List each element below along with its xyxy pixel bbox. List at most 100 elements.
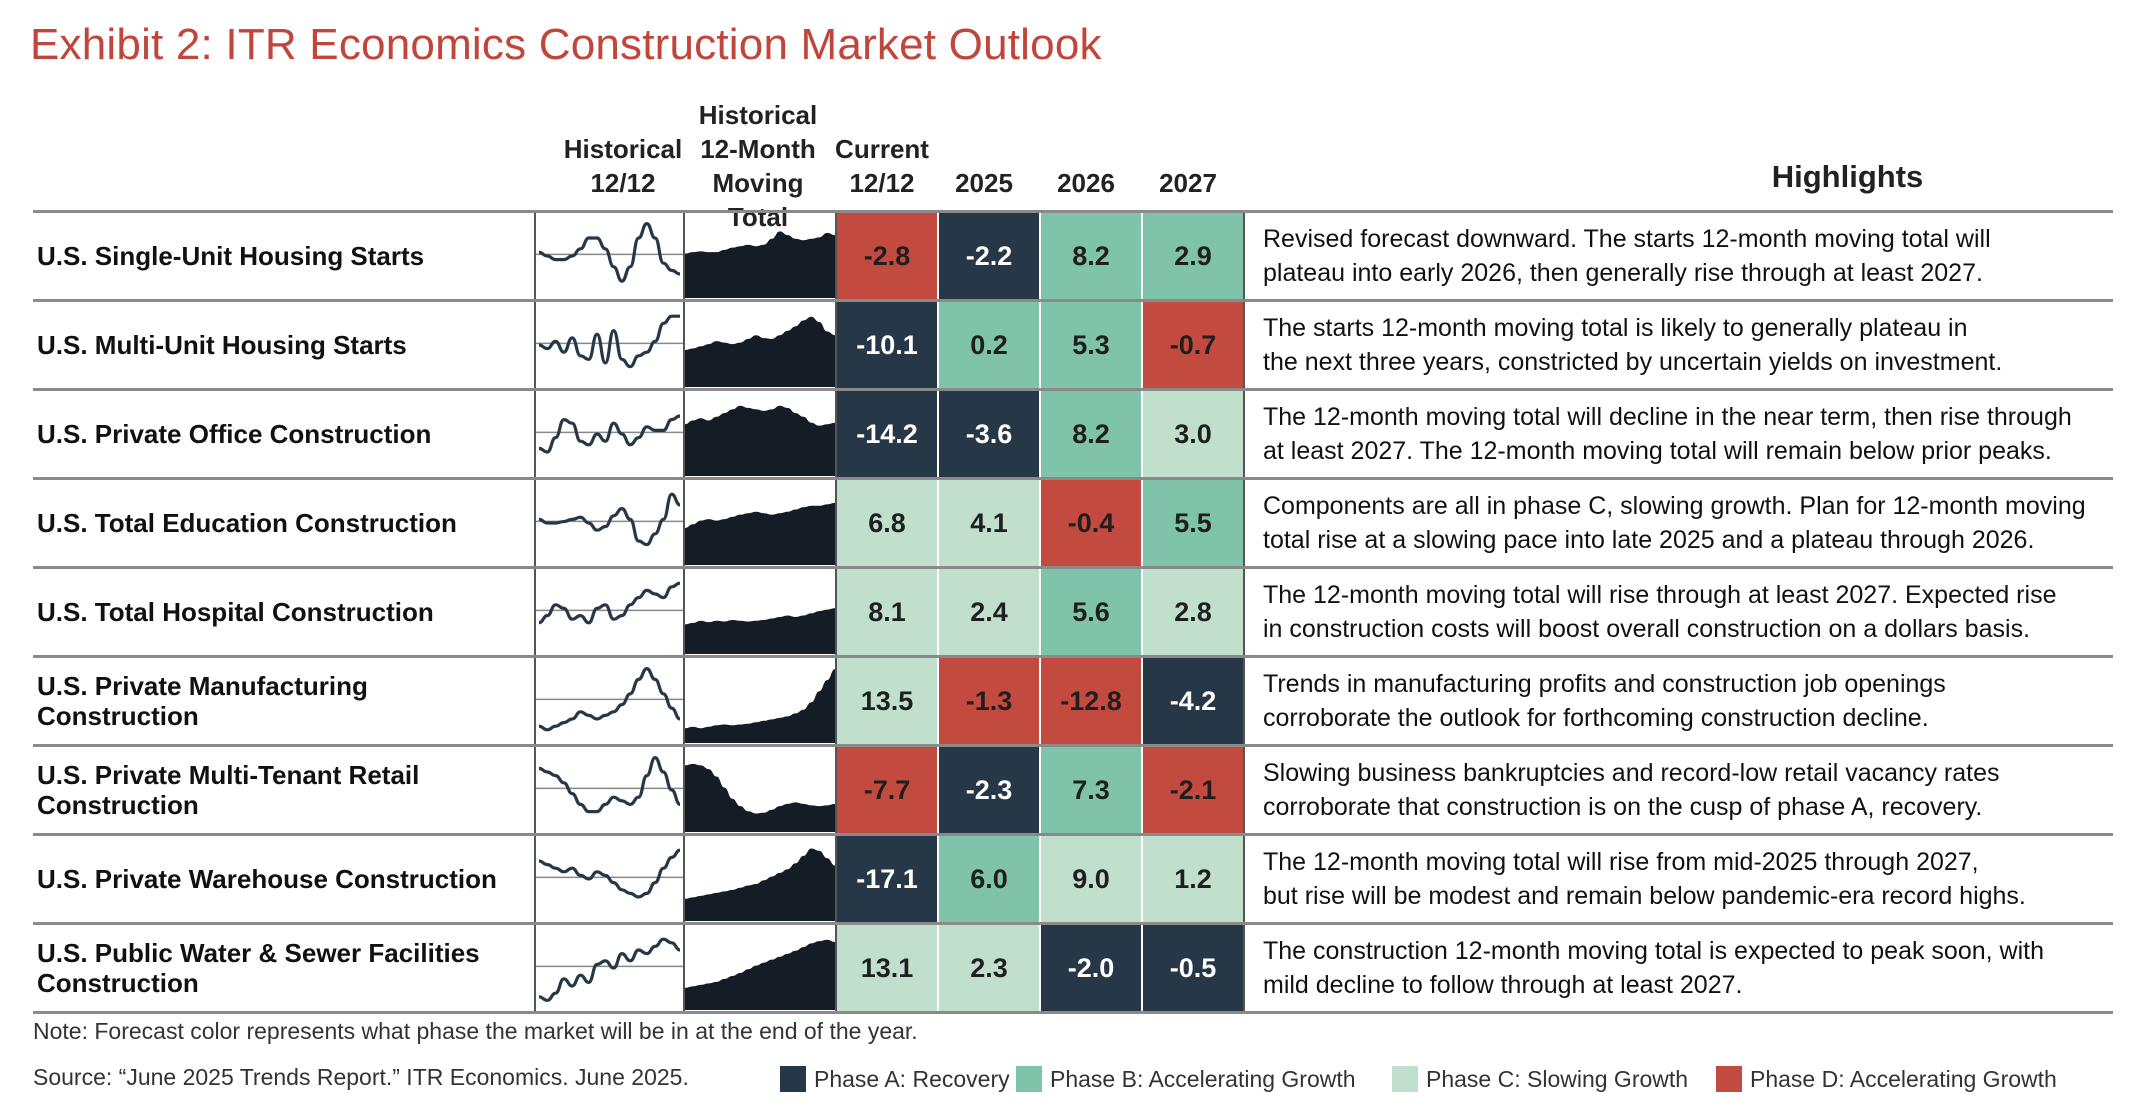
- moving-total-area: [685, 316, 835, 387]
- forecast-2027-cell: 2.9: [1141, 210, 1244, 302]
- legend-item: Phase D: Accelerating Growth: [1716, 1064, 2057, 1094]
- highlight-line: Components are all in phase C, slowing g…: [1263, 492, 2086, 520]
- historical-moving-total-chart: [683, 210, 836, 302]
- header-2027: 2027: [1159, 168, 1217, 198]
- market-label: U.S. Single-Unit Housing Starts: [33, 210, 535, 302]
- highlight-line: in construction costs will boost overall…: [1263, 615, 2031, 643]
- legend-swatch: [1716, 1066, 1742, 1092]
- current-value-cell: -17.1: [835, 834, 938, 925]
- historical-12-12-sparkline: [534, 300, 684, 391]
- legend-label: Phase B: Accelerating Growth: [1050, 1065, 1356, 1092]
- table-row: U.S. Private Manufacturing Construction 1…: [33, 656, 2113, 747]
- current-value-cell: 13.5: [835, 656, 938, 747]
- market-label: U.S. Public Water & Sewer Facilities Con…: [33, 923, 535, 1014]
- legend-item: Phase A: Recovery: [780, 1064, 1010, 1094]
- forecast-2027-cell: -0.5: [1141, 923, 1244, 1014]
- highlight-line: total rise at a slowing pace into late 2…: [1263, 526, 2035, 554]
- legend-swatch: [1392, 1066, 1418, 1092]
- forecast-2027-cell: -4.2: [1141, 656, 1244, 747]
- highlight-text: The 12-month moving total will rise from…: [1243, 834, 2113, 925]
- highlight-line: The 12-month moving total will rise from…: [1263, 848, 1979, 876]
- current-value-cell: -10.1: [835, 300, 938, 391]
- page-title: Exhibit 2: ITR Economics Construction Ma…: [30, 20, 1102, 69]
- highlight-line: The 12-month moving total will decline i…: [1263, 403, 2072, 431]
- sparkline-path: [538, 937, 681, 1003]
- current-value-cell: 13.1: [835, 923, 938, 1014]
- table-row: U.S. Private Office Construction -14.2 -3.…: [33, 389, 2113, 480]
- highlight-text: Components are all in phase C, slowing g…: [1243, 478, 2113, 569]
- highlight-text: Slowing business bankruptcies and record…: [1243, 745, 2113, 836]
- forecast-2025-cell: 4.1: [937, 478, 1040, 569]
- forecast-2026-cell: 8.2: [1039, 389, 1142, 480]
- historical-moving-total-chart: [683, 389, 836, 480]
- highlight-text: The 12-month moving total will rise thro…: [1243, 567, 2113, 658]
- sparkline-path: [538, 414, 681, 454]
- sparkline-path: [538, 492, 681, 547]
- forecast-2026-cell: 7.3: [1039, 745, 1142, 836]
- forecast-2026-cell: 5.6: [1039, 567, 1142, 658]
- table-row: U.S. Public Water & Sewer Facilities Con…: [33, 923, 2113, 1014]
- market-label: U.S. Private Manufacturing Construction: [33, 656, 535, 747]
- highlight-text: Revised forecast downward. The starts 12…: [1243, 210, 2113, 302]
- legend-item: Phase B: Accelerating Growth: [1016, 1064, 1356, 1094]
- highlight-line: at least 2027. The 12-month moving total…: [1263, 437, 2052, 465]
- table-row: U.S. Single-Unit Housing Starts -2.8 -2.2 8…: [33, 210, 2113, 302]
- legend-item: Phase C: Slowing Growth: [1392, 1064, 1688, 1094]
- sparkline-path: [538, 221, 681, 283]
- header-highlights: Highlights: [1771, 159, 1924, 194]
- header-current-12-12: Current 12/12: [835, 134, 929, 198]
- forecast-2027-cell: 1.2: [1141, 834, 1244, 925]
- current-value-cell: -14.2: [835, 389, 938, 480]
- outlook-table: U.S. Single-Unit Housing Starts -2.8 -2.2 8…: [33, 210, 2113, 1014]
- highlight-line: but rise will be modest and remain below…: [1263, 882, 2026, 910]
- highlight-line: Trends in manufacturing profits and cons…: [1263, 670, 1946, 698]
- table-row: U.S. Private Warehouse Construction -17.1…: [33, 834, 2113, 925]
- header-historical-12-12: Historical 12/12: [563, 134, 683, 198]
- forecast-2027-cell: -0.7: [1141, 300, 1244, 391]
- forecast-2025-cell: -2.3: [937, 745, 1040, 836]
- current-value-cell: -2.8: [835, 210, 938, 302]
- legend-label: Phase A: Recovery: [814, 1065, 1010, 1092]
- market-label: U.S. Private Warehouse Construction: [33, 834, 535, 925]
- sparkline-path: [538, 848, 681, 899]
- header-2026: 2026: [1057, 168, 1115, 198]
- historical-12-12-sparkline: [534, 656, 684, 747]
- current-value-cell: 6.8: [835, 478, 938, 569]
- table-row: U.S. Multi-Unit Housing Starts -10.1 0.2 5.…: [33, 300, 2113, 391]
- source-line: Source: “June 2025 Trends Report.” ITR E…: [33, 1064, 689, 1090]
- header-2025: 2025: [955, 168, 1013, 198]
- highlight-text: The 12-month moving total will decline i…: [1243, 389, 2113, 480]
- market-label: U.S. Total Hospital Construction: [33, 567, 535, 658]
- historical-moving-total-chart: [683, 478, 836, 569]
- moving-total-area: [685, 231, 835, 298]
- table-row: U.S. Total Hospital Construction 8.1 2.4 5.…: [33, 567, 2113, 658]
- market-label: U.S. Multi-Unit Housing Starts: [33, 300, 535, 391]
- current-value-cell: -7.7: [835, 745, 938, 836]
- historical-12-12-sparkline: [534, 210, 684, 302]
- forecast-2025-cell: 2.4: [937, 567, 1040, 658]
- forecast-2026-cell: 8.2: [1039, 210, 1142, 302]
- moving-total-area: [685, 763, 835, 832]
- moving-total-area: [685, 608, 835, 654]
- moving-total-area: [685, 502, 835, 565]
- highlight-line: the next three years, constricted by unc…: [1263, 348, 2003, 376]
- sparkline-path: [538, 666, 681, 732]
- legend-swatch: [1016, 1066, 1042, 1092]
- footnote: Note: Forecast color represents what pha…: [33, 1018, 918, 1044]
- market-label: U.S. Private Office Construction: [33, 389, 535, 480]
- highlight-line: The starts 12-month moving total is like…: [1263, 314, 1968, 342]
- historical-12-12-sparkline: [534, 923, 684, 1014]
- moving-total-area: [685, 848, 835, 921]
- forecast-2025-cell: -3.6: [937, 389, 1040, 480]
- forecast-2027-cell: 5.5: [1141, 478, 1244, 569]
- table-row: U.S. Total Education Construction 6.8 4.1-…: [33, 478, 2113, 569]
- historical-moving-total-chart: [683, 834, 836, 925]
- legend-swatch: [780, 1066, 806, 1092]
- forecast-2027-cell: 3.0: [1141, 389, 1244, 480]
- table-row: U.S. Private Multi-Tenant Retail Constru…: [33, 745, 2113, 836]
- market-label: U.S. Private Multi-Tenant Retail Constru…: [33, 745, 535, 836]
- moving-total-area: [685, 939, 835, 1010]
- highlight-line: The 12-month moving total will rise thro…: [1263, 581, 2057, 609]
- historical-moving-total-chart: [683, 923, 836, 1014]
- historical-moving-total-chart: [683, 745, 836, 836]
